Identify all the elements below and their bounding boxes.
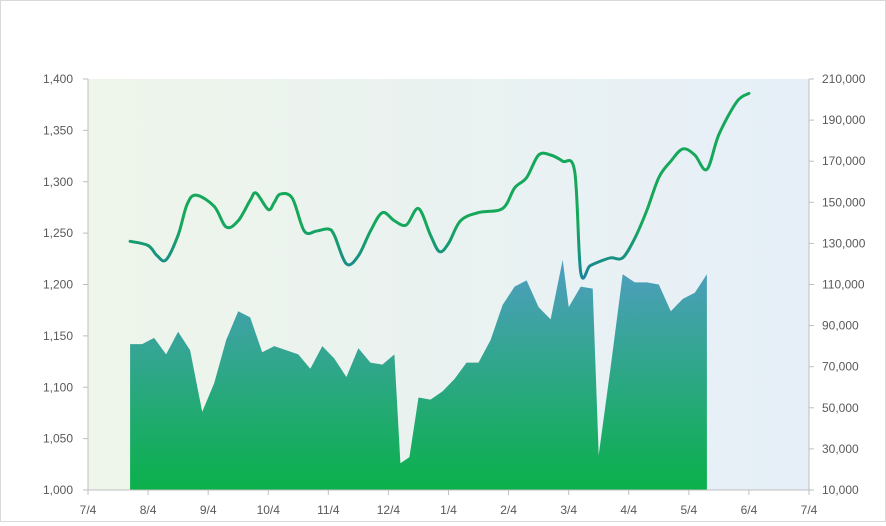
y-left-tick-label: 1,200 <box>43 278 73 292</box>
x-tick-label: 12/4 <box>377 503 401 517</box>
x-tick-label: 4/4 <box>620 503 637 517</box>
y-left-tick-label: 1,300 <box>43 175 73 189</box>
y-right-tick-label: 190,000 <box>822 113 866 127</box>
x-tick-label: 11/4 <box>317 503 340 517</box>
x-tick-label: 10/4 <box>257 503 281 517</box>
x-tick-label: 7/4 <box>801 503 818 517</box>
x-tick-label: 2/4 <box>500 503 517 517</box>
y-right-tick-label: 210,000 <box>822 72 866 86</box>
y-left-tick-label: 1,350 <box>43 123 73 137</box>
x-tick-label: 6/4 <box>741 503 758 517</box>
y-left-tick-label: 1,100 <box>43 380 73 394</box>
y-right-tick-label: 110,000 <box>822 278 865 292</box>
x-tick-label: 7/4 <box>80 503 97 517</box>
line-series <box>128 91 751 280</box>
y-right-tick-label: 70,000 <box>822 360 859 374</box>
y-left-tick-label: 1,050 <box>43 432 73 446</box>
y-left-tick-label: 1,400 <box>43 72 73 86</box>
y-right-tick-label: 130,000 <box>822 236 866 250</box>
y-left-tick-label: 1,150 <box>43 329 73 343</box>
x-tick-label: 1/4 <box>440 503 457 517</box>
y-left-tick-label: 1,250 <box>43 226 73 240</box>
y-right-tick-label: 170,000 <box>822 154 866 168</box>
x-tick-label: 8/4 <box>140 503 157 517</box>
y-right-tick-label: 10,000 <box>822 483 859 497</box>
area-series <box>130 259 707 490</box>
x-tick-label: 9/4 <box>200 503 217 517</box>
y-left-tick-label: 1,000 <box>43 483 73 497</box>
y-right-tick-label: 30,000 <box>822 442 859 456</box>
y-right-tick-label: 150,000 <box>822 195 866 209</box>
y-right-tick-label: 90,000 <box>822 319 859 333</box>
y-right-tick-label: 50,000 <box>822 401 859 415</box>
x-tick-label: 3/4 <box>560 503 577 517</box>
x-tick-label: 5/4 <box>680 503 697 517</box>
